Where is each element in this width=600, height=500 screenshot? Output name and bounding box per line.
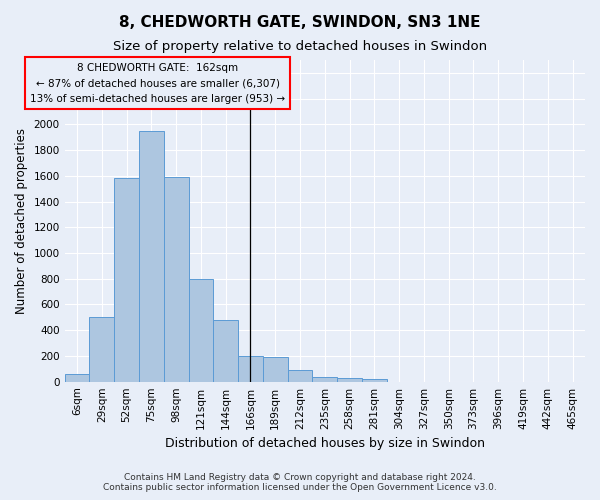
Bar xyxy=(337,378,362,382)
Text: Size of property relative to detached houses in Swindon: Size of property relative to detached ho… xyxy=(113,40,487,53)
Text: 8, CHEDWORTH GATE, SWINDON, SN3 1NE: 8, CHEDWORTH GATE, SWINDON, SN3 1NE xyxy=(119,15,481,30)
Text: Contains HM Land Registry data © Crown copyright and database right 2024.
Contai: Contains HM Land Registry data © Crown c… xyxy=(103,473,497,492)
Bar xyxy=(287,370,313,382)
Y-axis label: Number of detached properties: Number of detached properties xyxy=(15,128,28,314)
Bar xyxy=(188,278,214,382)
Bar xyxy=(89,318,114,382)
X-axis label: Distribution of detached houses by size in Swindon: Distribution of detached houses by size … xyxy=(165,437,485,450)
Bar xyxy=(114,178,139,382)
Bar xyxy=(362,379,387,382)
Bar xyxy=(139,131,164,382)
Bar xyxy=(238,356,263,382)
Bar xyxy=(164,177,188,382)
Text: 8 CHEDWORTH GATE:  162sqm
← 87% of detached houses are smaller (6,307)
13% of se: 8 CHEDWORTH GATE: 162sqm ← 87% of detach… xyxy=(30,62,285,104)
Bar xyxy=(263,357,287,382)
Bar xyxy=(313,377,337,382)
Bar xyxy=(214,320,238,382)
Bar xyxy=(65,374,89,382)
